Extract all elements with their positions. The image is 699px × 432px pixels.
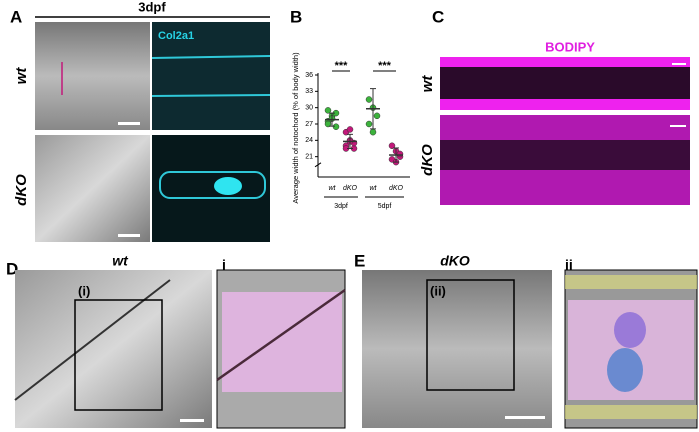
y-tick-label: 24 (305, 137, 313, 144)
group-label: 5dpf (378, 203, 392, 210)
row-label: dKO (419, 144, 436, 176)
scale-bar (118, 234, 140, 237)
scale-bar (505, 416, 545, 419)
point (365, 120, 373, 128)
image-detail (151, 55, 271, 59)
panel-label: B (290, 7, 302, 26)
point (373, 112, 381, 120)
point (332, 123, 340, 130)
y-tick-label: 27 (305, 121, 313, 128)
image-detail (216, 288, 346, 382)
point (365, 96, 373, 103)
inset-box (426, 279, 515, 391)
image-detail (440, 140, 690, 170)
row-label: wt (13, 67, 30, 85)
x-tick-label: wt (329, 185, 337, 192)
segmentation (614, 312, 646, 348)
segmentation (565, 275, 697, 289)
y-tick-label: 30 (305, 105, 313, 112)
panel-label: E (354, 251, 365, 270)
panel-title: dKO (440, 253, 470, 269)
image-wt-bf (35, 22, 150, 130)
y-tick-label: 21 (305, 154, 313, 161)
point (396, 150, 404, 158)
segmentation (607, 348, 643, 392)
box-label: (ii) (430, 283, 446, 298)
group-label: 3dpf (334, 203, 348, 210)
y-tick-label: 36 (305, 72, 313, 79)
stain-label: Col2a1 (158, 30, 194, 42)
significance-label: *** (378, 60, 392, 72)
x-tick-label: dKO (343, 185, 358, 192)
point (388, 142, 396, 150)
image-detail (151, 94, 271, 97)
stain-label: BODIPY (545, 39, 595, 54)
segmentation (222, 292, 342, 392)
image-dko-col2a1 (152, 135, 270, 242)
scale-bar (670, 125, 686, 127)
point (324, 120, 332, 128)
y-axis-label: Average width of notochord (% of body wi… (291, 52, 300, 204)
y-tick-label: 33 (305, 88, 313, 95)
image-dko-bf (35, 135, 150, 242)
panel-title: wt (112, 253, 129, 269)
point (346, 126, 354, 133)
x-tick-label: dKO (389, 185, 404, 192)
scale-bar (672, 63, 686, 65)
point (369, 128, 377, 136)
point (324, 107, 332, 114)
image-dko-em (362, 270, 552, 428)
scale-bar (180, 419, 204, 422)
axis-break (314, 162, 322, 168)
image-detail (159, 171, 266, 199)
image-detail (214, 177, 242, 195)
image-wt-col2a1 (152, 22, 270, 130)
inset-box (74, 299, 163, 411)
image-wt-em (15, 270, 212, 428)
x-tick-label: wt (370, 185, 378, 192)
image-detail (440, 67, 690, 99)
box-label: (i) (78, 283, 90, 298)
row-label: dKO (13, 174, 30, 206)
significance-label: *** (335, 60, 349, 72)
scale-bar (118, 122, 140, 125)
inset-label: i (222, 257, 226, 273)
row-label: wt (419, 75, 436, 93)
inset-label: ii (565, 257, 573, 273)
panel-label: C (432, 7, 444, 26)
panel-label: A (10, 7, 22, 26)
segmentation (565, 405, 697, 419)
panel-title: 3dpf (138, 0, 166, 14)
